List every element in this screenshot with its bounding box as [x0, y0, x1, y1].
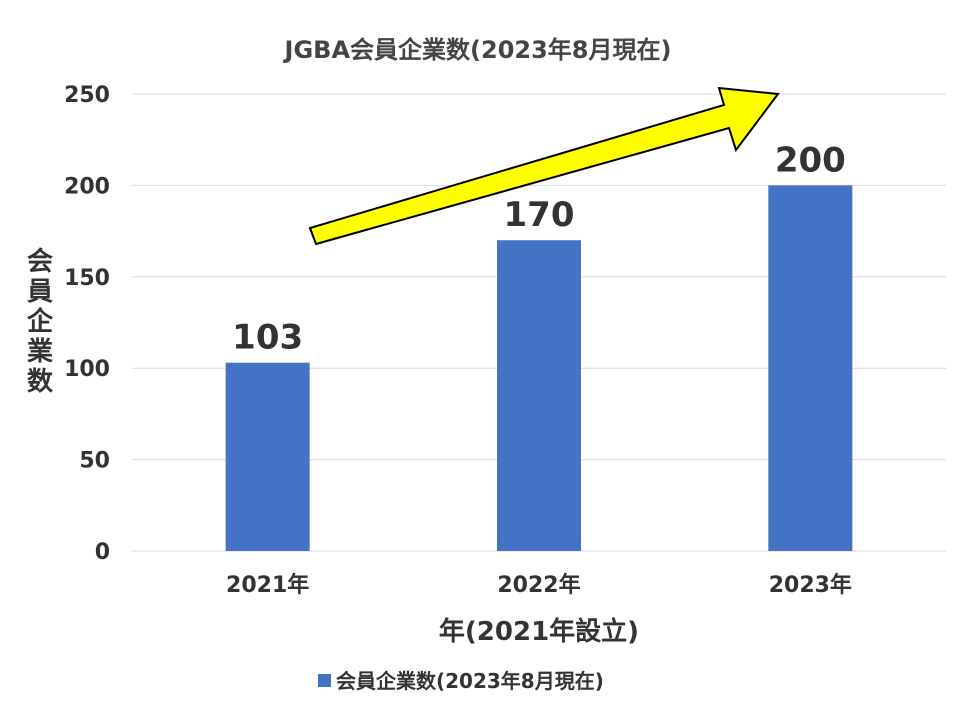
x-tick-label: 2021年 — [226, 572, 309, 598]
legend: 会員企業数(2023年8月現在) — [318, 669, 604, 693]
x-tick-label: 2023年 — [769, 572, 852, 598]
bar-2021年 — [225, 362, 310, 551]
y-tick-label: 200 — [64, 174, 110, 199]
x-tick-labels: 2021年 2022年 2023年 — [226, 572, 852, 598]
trend-arrow — [308, 86, 780, 246]
bar-2023年 — [768, 185, 853, 551]
data-label: 170 — [504, 195, 575, 235]
y-tick-label: 0 — [95, 540, 110, 565]
chart-title: JGBA会員企業数(2023年8月現在) — [283, 36, 672, 64]
data-label: 103 — [232, 318, 303, 358]
trend-arrow-shape — [308, 86, 780, 246]
y-tick-label: 150 — [64, 266, 110, 291]
bar-2022年 — [497, 240, 581, 552]
legend-swatch — [318, 674, 331, 687]
y-tick-label: 50 — [79, 449, 110, 474]
data-labels: 103 170 200 — [232, 140, 846, 357]
y-tick-label: 100 — [64, 357, 110, 382]
y-tick-label: 250 — [64, 83, 110, 108]
data-label: 200 — [775, 140, 846, 180]
x-tick-label: 2022年 — [497, 572, 580, 598]
y-tick-labels: 0 50 100 150 200 250 — [64, 83, 110, 565]
legend-label: 会員企業数(2023年8月現在) — [336, 669, 604, 693]
x-axis-title: 年(2021年設立) — [439, 616, 639, 647]
bars — [225, 185, 853, 552]
y-axis-title: 会員企業数 — [27, 247, 54, 397]
